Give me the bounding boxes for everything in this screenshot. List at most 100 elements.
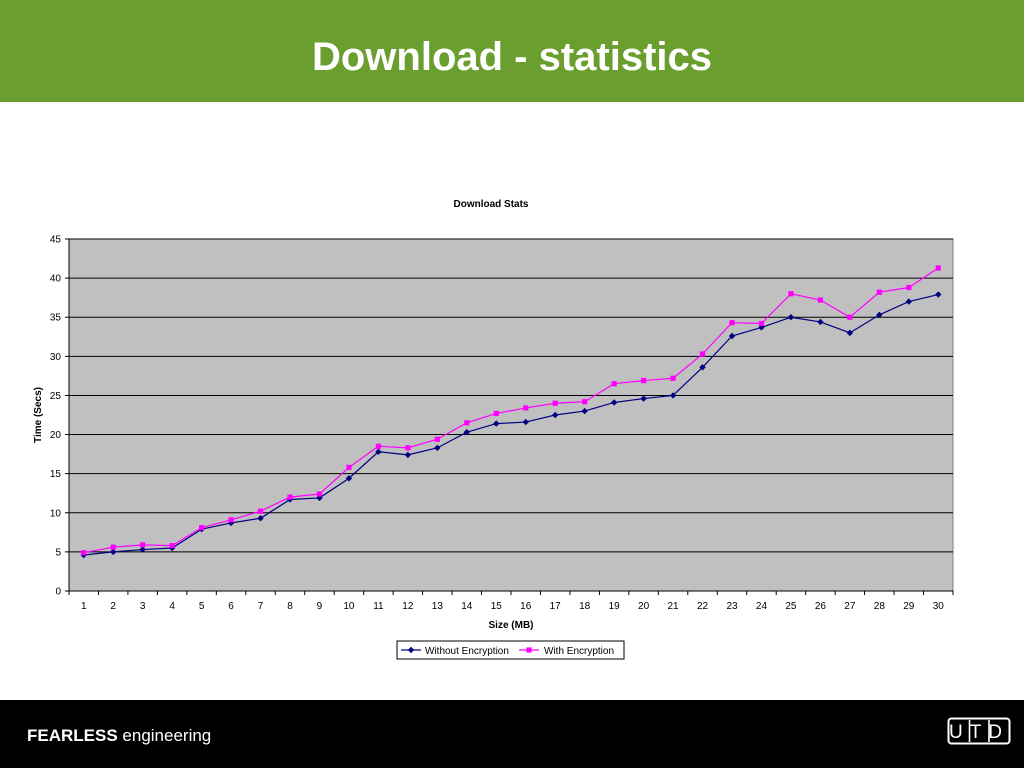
data-point (611, 381, 617, 387)
data-point (110, 548, 117, 556)
x-tick-label: 28 (874, 601, 886, 612)
data-point (522, 418, 529, 426)
data-point (404, 451, 412, 459)
data-point (199, 525, 205, 531)
y-tick-label: 10 (50, 508, 62, 519)
footer-bar (0, 700, 1024, 768)
data-point (906, 284, 912, 291)
series-line (83, 267, 939, 554)
data-point (552, 411, 559, 419)
data-point (935, 291, 942, 298)
data-point (935, 265, 941, 271)
data-point (610, 399, 618, 406)
data-point (493, 420, 500, 427)
x-tick-label: 29 (903, 601, 915, 612)
series-without-encryption (80, 291, 942, 559)
data-point (670, 375, 676, 381)
x-tick-label: 4 (169, 601, 175, 612)
data-point (434, 444, 441, 452)
legend-label: With Encryption (544, 646, 614, 657)
data-point (699, 364, 706, 371)
tagline-rest: engineering (117, 726, 212, 745)
y-tick-label: 15 (50, 469, 62, 480)
y-tick-label: 5 (55, 547, 61, 558)
data-point (641, 377, 647, 384)
data-point (817, 318, 824, 326)
data-point (345, 475, 353, 482)
y-tick-label: 30 (50, 352, 62, 363)
data-point (876, 289, 882, 295)
series-with-encryption (81, 265, 941, 556)
data-point (728, 332, 736, 340)
y-tick-label: 40 (50, 274, 62, 285)
data-point (169, 543, 175, 549)
data-point (405, 445, 411, 451)
data-point (669, 392, 677, 399)
y-tick-label: 20 (50, 430, 62, 441)
legend-label: Without Encryption (425, 646, 509, 657)
data-point (523, 405, 529, 411)
x-tick-label: 21 (668, 601, 680, 612)
data-point (375, 448, 382, 455)
logo-text: UTD (949, 722, 1009, 743)
x-tick-label: 1 (81, 601, 87, 612)
x-tick-label: 9 (317, 601, 323, 612)
data-point (228, 517, 234, 523)
x-tick-label: 2 (110, 601, 116, 612)
data-point (257, 508, 264, 514)
series-line (83, 293, 939, 556)
x-tick-label: 12 (402, 601, 414, 612)
data-point (375, 443, 381, 449)
data-point (463, 429, 470, 436)
data-point (552, 400, 558, 406)
x-tick-label: 15 (491, 601, 503, 612)
x-tick-label: 8 (287, 601, 293, 612)
y-tick-label: 45 (50, 235, 62, 246)
data-point (817, 297, 823, 303)
data-point (257, 515, 264, 522)
x-tick-label: 26 (815, 601, 827, 612)
data-point (139, 546, 146, 553)
data-point (346, 464, 352, 471)
x-tick-label: 10 (343, 601, 355, 612)
x-tick-label: 13 (432, 601, 444, 612)
data-point (581, 407, 588, 415)
x-tick-label: 11 (373, 601, 384, 612)
tagline-strong: FEARLESS (27, 726, 118, 745)
x-tick-label: 6 (228, 601, 234, 612)
data-point (847, 314, 853, 320)
x-tick-label: 18 (579, 601, 591, 612)
y-axis-label: Time (Secs) (33, 387, 44, 443)
x-tick-label: 7 (258, 601, 264, 612)
data-point (140, 542, 146, 548)
y-tick-label: 25 (50, 391, 62, 402)
x-axis-label: Size (MB) (489, 620, 534, 631)
legend: Without Encryption With Encryption (396, 640, 625, 660)
data-point (287, 494, 293, 500)
data-point (846, 329, 854, 337)
x-tick-label: 19 (609, 601, 621, 612)
chart-title: Download Stats (453, 199, 528, 210)
data-point (493, 410, 499, 417)
data-point (81, 550, 87, 556)
x-tick-label: 27 (844, 601, 856, 612)
data-point (434, 436, 440, 442)
data-point (316, 491, 323, 497)
data-point (876, 311, 883, 319)
legend-marker (526, 647, 532, 653)
x-tick-label: 24 (756, 601, 768, 612)
x-tick-label: 16 (520, 601, 532, 612)
data-point (905, 298, 912, 305)
data-point (640, 395, 647, 402)
data-point (758, 320, 765, 327)
x-tick-label: 22 (697, 601, 709, 612)
legend-marker (407, 646, 415, 654)
x-tick-label: 5 (199, 601, 205, 612)
data-point (464, 420, 470, 426)
tagline: FEARLESS engineering (27, 726, 211, 746)
legend-box (396, 640, 625, 660)
x-tick-label: 20 (638, 601, 650, 612)
x-tick-label: 30 (933, 601, 945, 612)
x-tick-label: 25 (785, 601, 797, 612)
